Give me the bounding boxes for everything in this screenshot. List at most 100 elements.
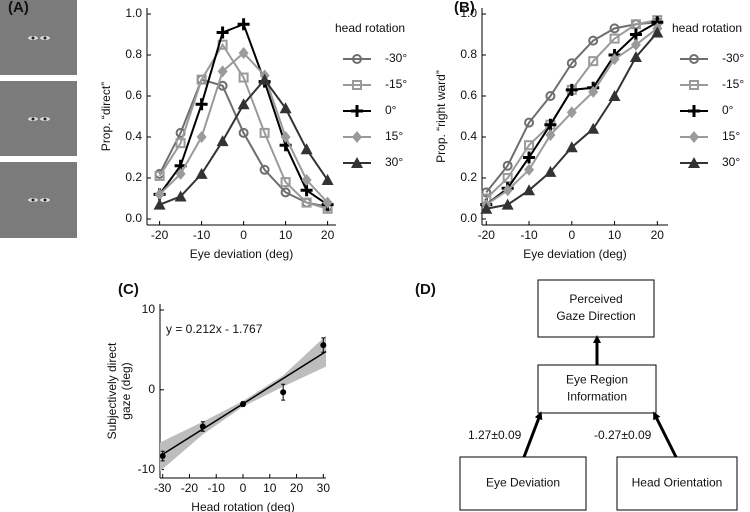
- marker: [153, 198, 166, 210]
- y-tick-label: -10: [138, 462, 156, 476]
- marker: [175, 138, 186, 149]
- legend-label: 15°: [722, 129, 740, 143]
- marker: [565, 141, 578, 153]
- marker: [609, 23, 620, 34]
- x-tick-label: -30: [154, 481, 172, 495]
- x-tick-label: -20: [151, 228, 169, 242]
- marker: [216, 135, 229, 147]
- marker: [196, 74, 207, 85]
- y-axis-label: Subjectively direct: [105, 342, 119, 439]
- node-label: Eye Deviation: [486, 476, 560, 490]
- marker: [588, 35, 599, 46]
- y-axis-label: gaze (deg): [119, 362, 133, 419]
- x-tick-label: -10: [193, 228, 211, 242]
- legend-label: -15°: [722, 77, 744, 91]
- y-axis-label: Prop. “direct”: [99, 82, 113, 151]
- node-label: Head Orientation: [632, 476, 723, 490]
- y-tick-label: 0.0: [125, 211, 142, 225]
- diagram-node: [537, 279, 655, 338]
- marker: [481, 187, 492, 198]
- point: [240, 401, 246, 408]
- marker: [238, 46, 249, 59]
- y-tick-label: 0.6: [125, 88, 142, 102]
- face-image: [0, 81, 77, 156]
- diagram-node: [459, 456, 587, 511]
- y-tick-label: 0.0: [460, 211, 477, 225]
- marker: [629, 28, 642, 41]
- legend-label: -15°: [385, 77, 407, 91]
- y-tick-label: 0: [148, 382, 155, 396]
- marker: [566, 106, 577, 119]
- marker: [300, 143, 313, 155]
- marker: [196, 131, 207, 143]
- node-label: Information: [567, 390, 627, 404]
- marker: [322, 196, 333, 209]
- panel-label: (D): [415, 281, 436, 298]
- marker: [238, 72, 249, 83]
- x-axis-label: Head rotation (deg): [191, 500, 294, 512]
- x-tick-label: 20: [651, 228, 665, 242]
- legend-label: 0°: [385, 103, 397, 117]
- marker: [524, 140, 535, 151]
- marker: [502, 184, 513, 197]
- marker: [238, 127, 249, 138]
- marker: [587, 122, 600, 134]
- marker: [300, 184, 313, 197]
- marker: [523, 184, 536, 196]
- x-axis-label: Eye deviation (deg): [523, 247, 626, 261]
- y-tick-label: 10: [142, 302, 156, 316]
- series-line: [158, 42, 328, 210]
- arrow: [522, 411, 543, 458]
- marker: [524, 117, 535, 128]
- marker: [280, 177, 291, 188]
- marker: [544, 118, 557, 131]
- y-tick-label: 0.4: [125, 129, 142, 143]
- legend-label: 30°: [385, 155, 403, 169]
- marker: [217, 65, 228, 78]
- marker: [630, 38, 641, 51]
- marker: [524, 163, 535, 176]
- marker: [279, 102, 292, 114]
- legend-label: 30°: [722, 155, 740, 169]
- marker: [608, 90, 621, 101]
- node-label: Eye Region: [566, 373, 628, 387]
- marker: [588, 56, 599, 67]
- y-tick-label: 0.2: [460, 170, 477, 184]
- marker: [566, 58, 577, 69]
- marker: [544, 165, 557, 177]
- x-tick-label: -20: [181, 481, 199, 495]
- x-tick-label: -20: [478, 228, 496, 242]
- marker: [237, 98, 250, 110]
- marker: [154, 188, 165, 201]
- marker: [523, 151, 536, 164]
- marker: [259, 164, 270, 175]
- marker: [154, 170, 165, 181]
- y-tick-label: 0.8: [460, 47, 477, 61]
- x-tick-label: 0: [568, 228, 575, 242]
- point: [280, 389, 287, 396]
- x-tick-label: 0: [240, 481, 247, 495]
- y-tick-label: 0.4: [460, 129, 477, 143]
- marker: [630, 19, 641, 30]
- marker: [588, 85, 599, 98]
- marker: [237, 18, 250, 31]
- x-tick-label: -10: [520, 228, 538, 242]
- marker: [502, 160, 513, 171]
- marker: [502, 173, 513, 183]
- marker: [258, 73, 271, 85]
- face-image: [0, 0, 77, 75]
- edge-label: 1.27±0.09: [468, 428, 522, 442]
- marker: [174, 190, 187, 202]
- y-axis-label: Prop. “right ward”: [434, 70, 448, 163]
- diagram-node: [537, 364, 657, 414]
- y-tick-label: 1.0: [125, 6, 142, 20]
- y-tick-label: 0.6: [460, 88, 477, 102]
- marker: [259, 127, 270, 138]
- marker: [175, 167, 186, 180]
- marker: [651, 26, 664, 38]
- diagram-node: [616, 456, 738, 511]
- panel-label: (C): [118, 281, 139, 298]
- legend-label: 0°: [722, 103, 734, 117]
- marker: [195, 167, 208, 179]
